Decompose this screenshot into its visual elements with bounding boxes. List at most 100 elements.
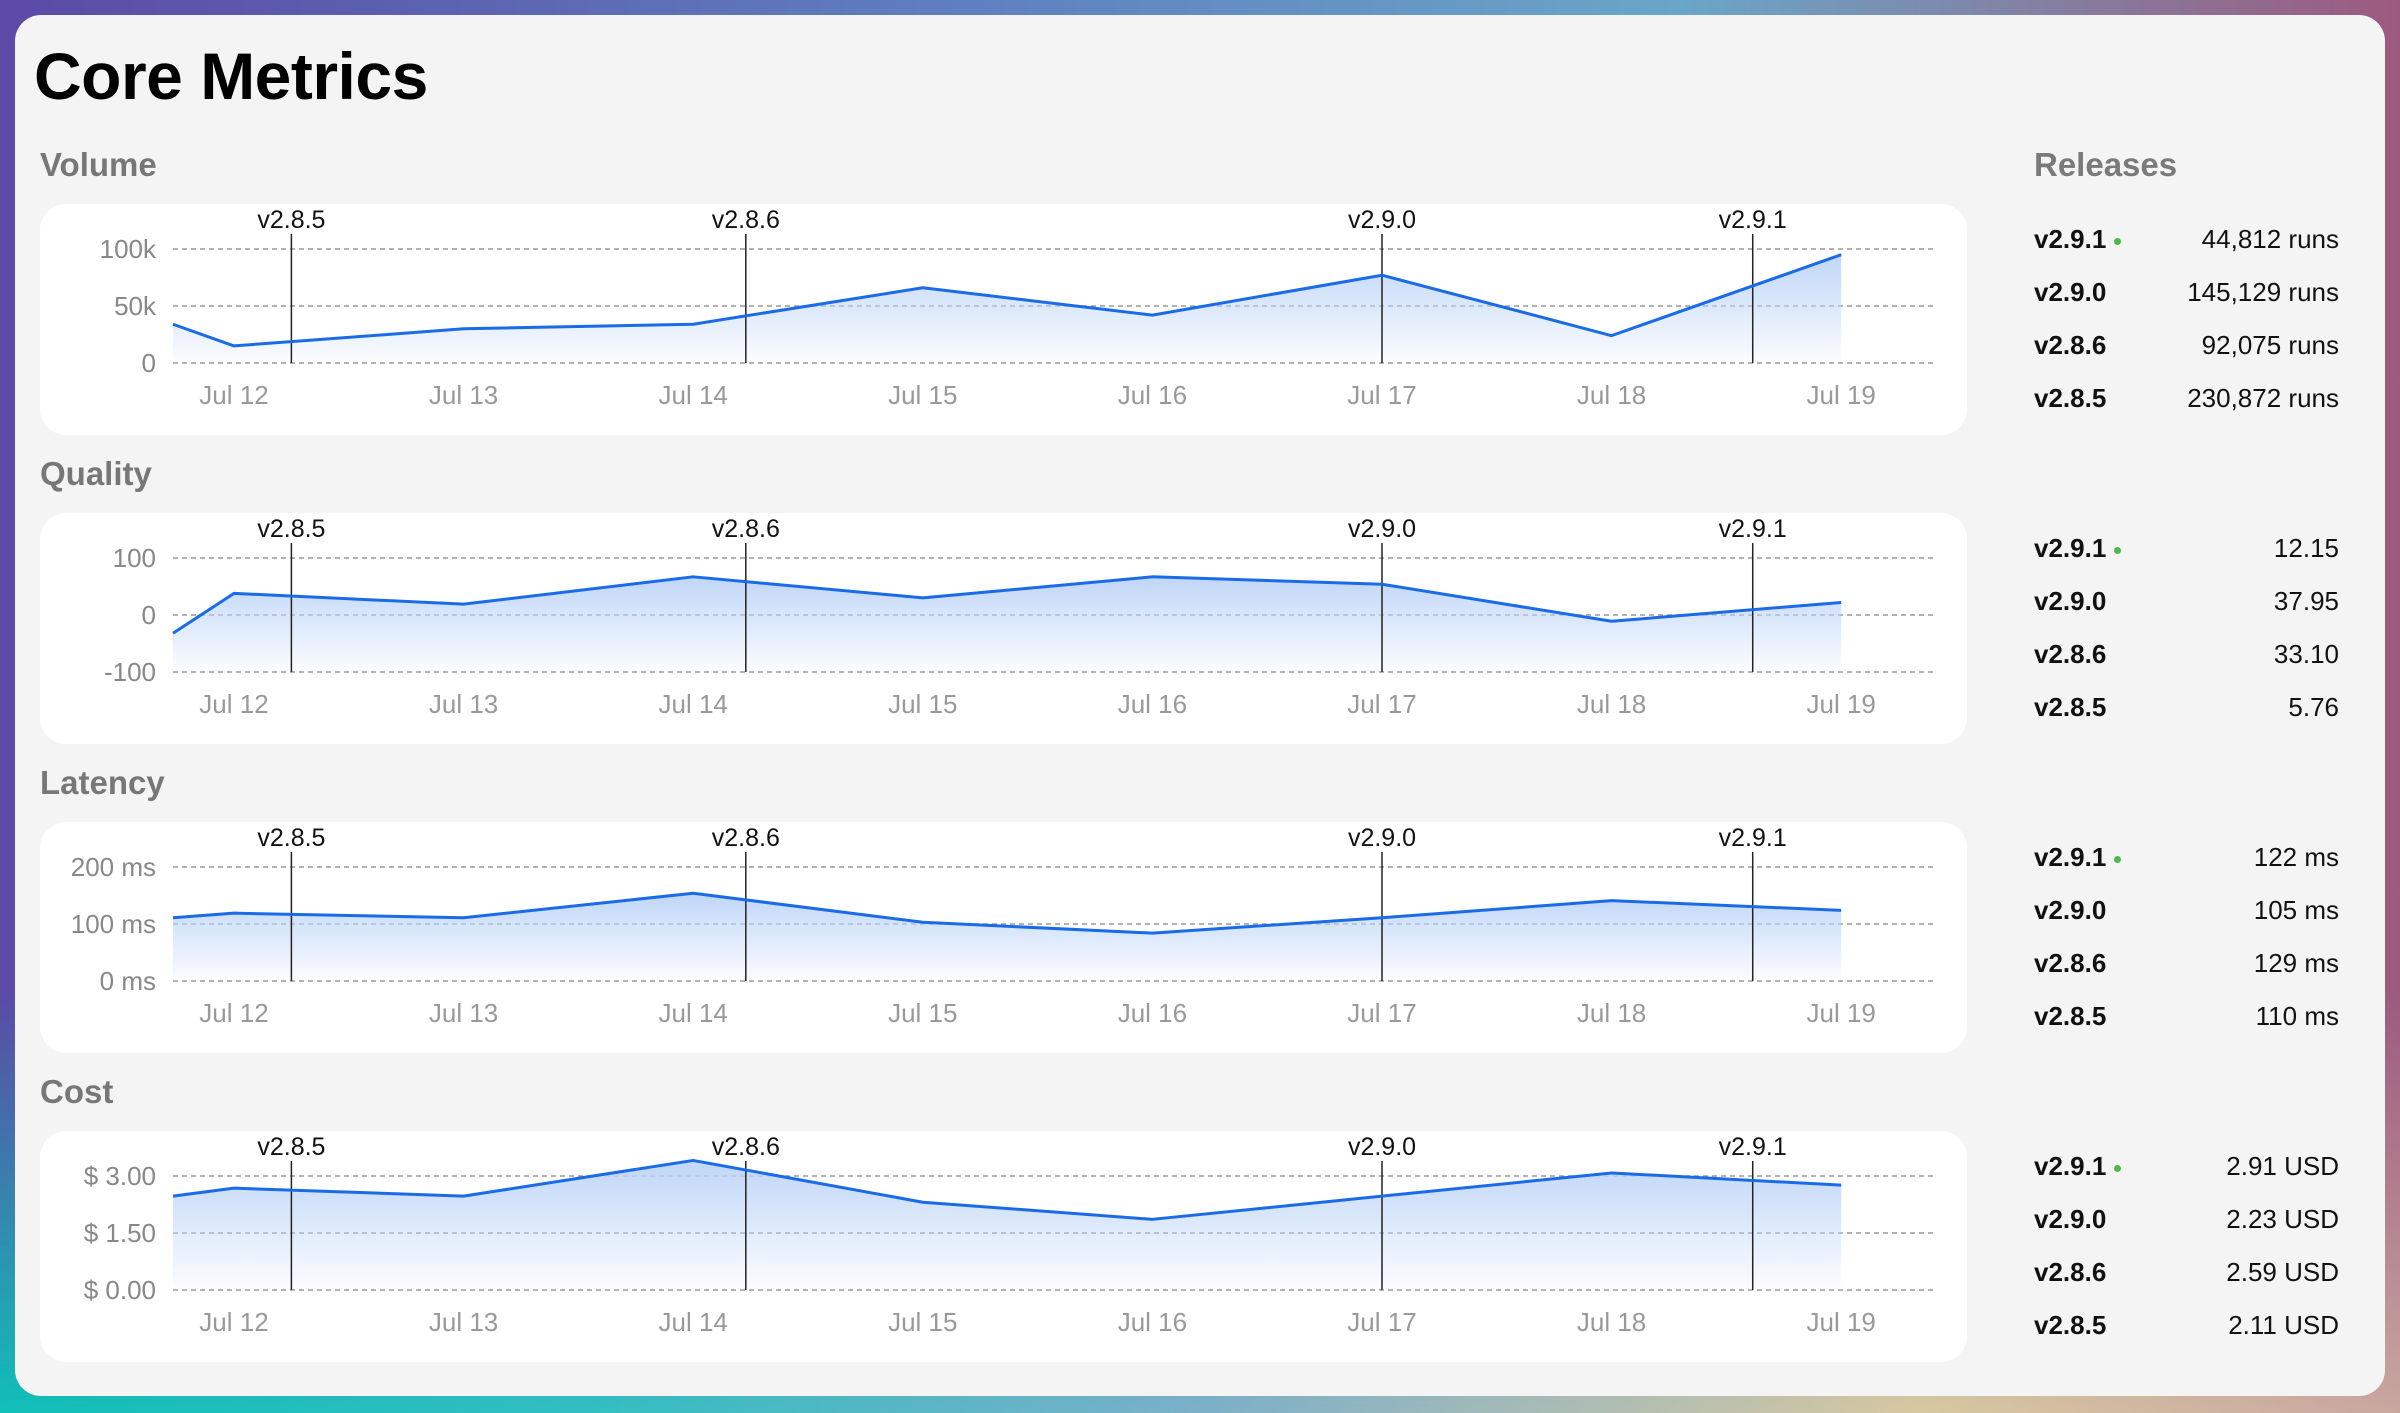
x-tick-label: Jul 13 xyxy=(429,380,498,410)
x-tick-label: Jul 14 xyxy=(659,689,728,719)
release-row[interactable]: v2.9.0 2.23 USD xyxy=(2034,1204,2339,1244)
chart: 200 ms 100 ms 0 ms v2.8.5 v2.8.6 v2.9.0 v2.9.1… xyxy=(71,824,1936,1028)
release-version: v2.8.6 xyxy=(2034,1257,2107,1287)
y-tick-label: $ 3.00 xyxy=(84,1161,156,1191)
release-row[interactable]: v2.9.0 105 ms xyxy=(2034,895,2339,935)
live-status-dot-icon xyxy=(2114,1165,2121,1172)
release-row[interactable]: v2.9.0 145,129 runs xyxy=(2034,277,2339,317)
series-line xyxy=(172,1158,1842,1221)
release-row[interactable]: v2.9.1 44,812 runs xyxy=(2034,224,2339,264)
release-row[interactable]: v2.9.1 2.91 USD xyxy=(2034,1151,2339,1191)
live-status-dot-icon xyxy=(2114,856,2121,863)
release-marker-label: v2.9.0 xyxy=(1348,1133,1416,1161)
release-version: v2.8.6 xyxy=(2034,639,2107,669)
release-marker-label: v2.9.1 xyxy=(1719,206,1787,234)
x-tick-label: Jul 15 xyxy=(888,1307,957,1337)
y-tick-label: 100 ms xyxy=(71,909,156,939)
release-metric-value: 230,872 runs xyxy=(2187,383,2339,413)
release-row[interactable]: v2.9.0 37.95 xyxy=(2034,586,2339,626)
release-row[interactable]: v2.8.5 5.76 xyxy=(2034,692,2339,732)
x-tick-label: Jul 18 xyxy=(1577,998,1646,1028)
release-version: v2.9.0 xyxy=(2034,1204,2107,1234)
release-marker-label: v2.9.0 xyxy=(1348,515,1416,543)
x-tick-label: Jul 14 xyxy=(659,1307,728,1337)
y-tick-label: -100 xyxy=(104,657,156,687)
chart-card-volume: 100k 50k 0 v2.8.5 v2.8.6 v2.9.0 v2.9.1 Jul 12 Ju… xyxy=(40,204,1967,435)
release-metric-value: 37.95 xyxy=(2273,586,2339,616)
x-tick-label: Jul 13 xyxy=(429,1307,498,1337)
release-marker-label: v2.8.6 xyxy=(712,1133,780,1161)
release-row[interactable]: v2.9.1 122 ms xyxy=(2034,842,2339,882)
series-line xyxy=(172,575,1842,635)
release-marker-label: v2.8.5 xyxy=(257,206,325,234)
x-tick-label: Jul 19 xyxy=(1807,380,1876,410)
live-status-dot-icon xyxy=(2114,238,2121,245)
release-version: v2.8.5 xyxy=(2034,1001,2107,1031)
x-tick-label: Jul 17 xyxy=(1347,1307,1416,1337)
release-version: v2.9.0 xyxy=(2034,586,2107,616)
x-tick-label: Jul 16 xyxy=(1118,1307,1187,1337)
release-metric-value: 33.10 xyxy=(2273,639,2339,669)
chart: 100 0 -100 v2.8.5 v2.8.6 v2.9.0 v2.9.1 Jul 12 Ju… xyxy=(104,515,1936,719)
release-row[interactable]: v2.8.5 110 ms xyxy=(2034,1001,2339,1041)
release-version: v2.8.6 xyxy=(2034,948,2107,978)
x-tick-label: Jul 12 xyxy=(199,380,268,410)
section-title-latency: Latency xyxy=(40,764,165,801)
section-title-quality: Quality xyxy=(40,455,152,492)
release-row[interactable]: v2.8.5 2.11 USD xyxy=(2034,1310,2339,1350)
release-marker-label: v2.9.1 xyxy=(1719,824,1787,852)
release-marker-label: v2.8.5 xyxy=(257,1133,325,1161)
release-version: v2.8.5 xyxy=(2034,1310,2107,1340)
release-version: v2.8.5 xyxy=(2034,692,2107,722)
x-tick-label: Jul 19 xyxy=(1807,689,1876,719)
release-marker-label: v2.8.5 xyxy=(257,515,325,543)
series-area xyxy=(173,576,1842,672)
y-tick-label: 0 xyxy=(142,600,156,630)
chart: $ 3.00 $ 1.50 $ 0.00 v2.8.5 v2.8.6 v2.9.0 v2.9… xyxy=(84,1133,1936,1337)
release-metric-value: 105 ms xyxy=(2253,895,2339,925)
release-version: v2.8.5 xyxy=(2034,383,2107,413)
x-tick-label: Jul 14 xyxy=(659,380,728,410)
x-tick-label: Jul 17 xyxy=(1347,998,1416,1028)
x-tick-label: Jul 17 xyxy=(1347,380,1416,410)
series-area xyxy=(173,893,1842,981)
release-row[interactable]: v2.9.1 12.15 xyxy=(2034,533,2339,573)
chart: 100k 50k 0 v2.8.5 v2.8.6 v2.9.0 v2.9.1 Jul 12 Ju… xyxy=(100,206,1936,410)
release-version: v2.9.1 xyxy=(2034,842,2107,872)
live-status-dot-icon xyxy=(2114,547,2121,554)
release-version: v2.9.1 xyxy=(2034,224,2107,254)
x-tick-label: Jul 13 xyxy=(429,998,498,1028)
x-tick-label: Jul 18 xyxy=(1577,1307,1646,1337)
release-marker-label: v2.9.0 xyxy=(1348,824,1416,852)
release-marker-label: v2.9.1 xyxy=(1719,1133,1787,1161)
releases-title: Releases xyxy=(2034,146,2178,183)
page-title: Core Metrics xyxy=(34,39,428,113)
y-tick-label: 50k xyxy=(114,291,157,321)
y-tick-label: 200 ms xyxy=(71,852,156,882)
x-tick-label: Jul 19 xyxy=(1807,998,1876,1028)
release-row[interactable]: v2.8.6 33.10 xyxy=(2034,639,2339,679)
y-tick-label: $ 0.00 xyxy=(84,1275,156,1305)
release-row[interactable]: v2.8.6 92,075 runs xyxy=(2034,330,2339,370)
release-version: v2.9.1 xyxy=(2034,533,2107,563)
release-marker-label: v2.9.0 xyxy=(1348,206,1416,234)
series-area xyxy=(173,254,1842,363)
release-metric-value: 110 ms xyxy=(2255,1001,2339,1031)
release-row[interactable]: v2.8.6 2.59 USD xyxy=(2034,1257,2339,1297)
release-row[interactable]: v2.8.5 230,872 runs xyxy=(2034,383,2339,423)
series-line xyxy=(172,891,1842,935)
release-metric-value: 2.91 USD xyxy=(2226,1151,2339,1181)
series-area xyxy=(173,1160,1842,1290)
y-tick-label: 100k xyxy=(100,234,157,264)
section-title-cost: Cost xyxy=(40,1073,114,1110)
y-tick-label: 100 xyxy=(113,543,156,573)
x-tick-label: Jul 15 xyxy=(888,689,957,719)
release-row[interactable]: v2.8.6 129 ms xyxy=(2034,948,2339,988)
release-marker-label: v2.8.6 xyxy=(712,515,780,543)
release-version: v2.9.0 xyxy=(2034,895,2107,925)
x-tick-label: Jul 15 xyxy=(888,998,957,1028)
release-marker-label: v2.8.6 xyxy=(712,824,780,852)
x-tick-label: Jul 18 xyxy=(1577,380,1646,410)
release-metric-value: 44,812 runs xyxy=(2201,224,2339,254)
release-metric-value: 92,075 runs xyxy=(2201,330,2339,360)
